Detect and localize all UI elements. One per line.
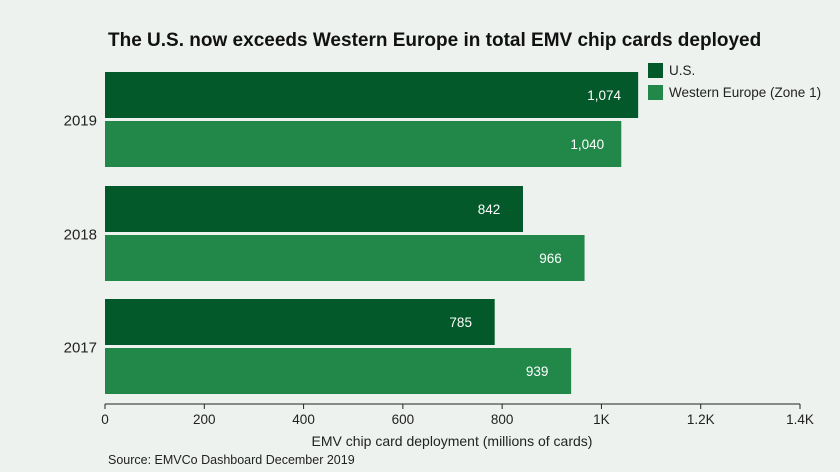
source-note: Source: EMVCo Dashboard December 2019 (108, 453, 355, 467)
x-tick-label-1: 200 (193, 412, 216, 427)
value-label-us-2019: 1,074 (587, 88, 621, 103)
value-labels-group: 1,074 1,040 842 966 785 939 (449, 88, 621, 379)
x-tick-label-7: 1.4K (786, 412, 814, 427)
bars-group (105, 72, 639, 394)
x-tick-label-6: 1.2K (687, 412, 715, 427)
category-labels-group: 2019 2018 2017 (64, 113, 97, 357)
bar-us-2019 (105, 72, 639, 118)
value-label-us-2017: 785 (449, 315, 472, 330)
legend-swatch-western-europe (648, 84, 663, 100)
x-tick-label-5: 1K (593, 412, 610, 427)
x-tick-label-4: 800 (491, 412, 514, 427)
category-label-2017: 2017 (64, 340, 97, 357)
legend-label-us: U.S. (669, 62, 696, 78)
bar-us-2017 (105, 299, 495, 345)
category-label-2018: 2018 (64, 227, 97, 244)
chart-title: The U.S. now exceeds Western Europe in t… (108, 30, 762, 51)
bar-western-europe-2018 (105, 235, 585, 281)
value-label-western-europe-2017: 939 (526, 364, 549, 379)
bar-us-2018 (105, 186, 523, 232)
legend-swatch-us (648, 62, 663, 78)
bar-western-europe-2017 (105, 348, 572, 394)
x-tick-label-2: 400 (292, 412, 315, 427)
legend-label-western-europe: Western Europe (Zone 1) (669, 84, 822, 100)
value-label-western-europe-2018: 966 (539, 251, 562, 266)
legend-item-western-europe: Western Europe (Zone 1) (648, 82, 821, 102)
category-label-2019: 2019 (64, 113, 97, 130)
bar-western-europe-2019 (105, 121, 622, 167)
legend-item-us: U.S. (648, 60, 821, 80)
x-ticks-group: 0 200 400 600 800 1K 1.2K 1.4K (101, 404, 814, 427)
value-label-us-2018: 842 (478, 202, 501, 217)
x-tick-label-0: 0 (101, 412, 109, 427)
value-label-western-europe-2019: 1,040 (570, 137, 604, 152)
x-tick-label-3: 600 (392, 412, 415, 427)
legend: U.S. Western Europe (Zone 1) (648, 60, 821, 104)
x-axis-label: EMV chip card deployment (millions of ca… (312, 433, 593, 449)
